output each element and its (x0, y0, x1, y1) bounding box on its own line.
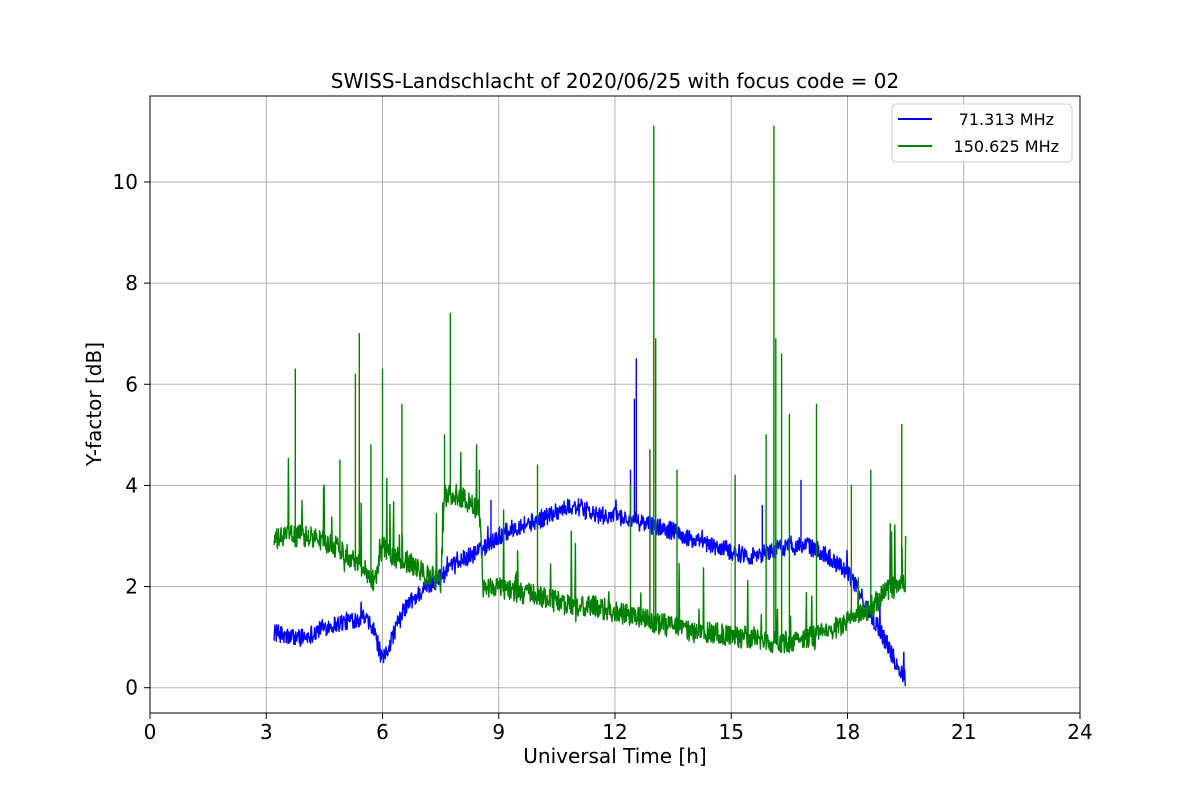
x-tick-label: 24 (1067, 720, 1092, 744)
y-tick-label: 6 (125, 372, 138, 396)
y-tick-label: 2 (125, 575, 138, 599)
x-tick-label: 12 (602, 720, 627, 744)
legend: 71.313 MHz 150.625 MHz (891, 103, 1073, 163)
y-tick-label: 10 (113, 170, 138, 194)
series-lines (273, 125, 907, 687)
y-tick-label: 4 (125, 473, 138, 497)
series-line-1 (273, 125, 907, 654)
series-line-0 (273, 358, 907, 687)
y-tick-label: 0 (125, 676, 138, 700)
grid-lines (149, 96, 1081, 713)
x-tick-label: 21 (951, 720, 976, 744)
y-axis-label: Y-factor [dB] (82, 342, 106, 467)
x-tick-label: 18 (835, 720, 860, 744)
legend-label-150-mhz: 150.625 MHz (954, 137, 1059, 156)
y-tick-label: 8 (125, 271, 138, 295)
x-tick-label: 0 (144, 720, 157, 744)
x-tick-label: 15 (719, 720, 744, 744)
chart-title: SWISS-Landschlacht of 2020/06/25 with fo… (331, 69, 899, 93)
x-tick-label: 9 (492, 720, 505, 744)
x-tick-label: 6 (376, 720, 389, 744)
legend-box (891, 103, 1073, 163)
x-tick-label: 3 (260, 720, 273, 744)
legend-label-71-mhz: 71.313 MHz (959, 110, 1054, 129)
x-axis-label: Universal Time [h] (523, 744, 706, 768)
